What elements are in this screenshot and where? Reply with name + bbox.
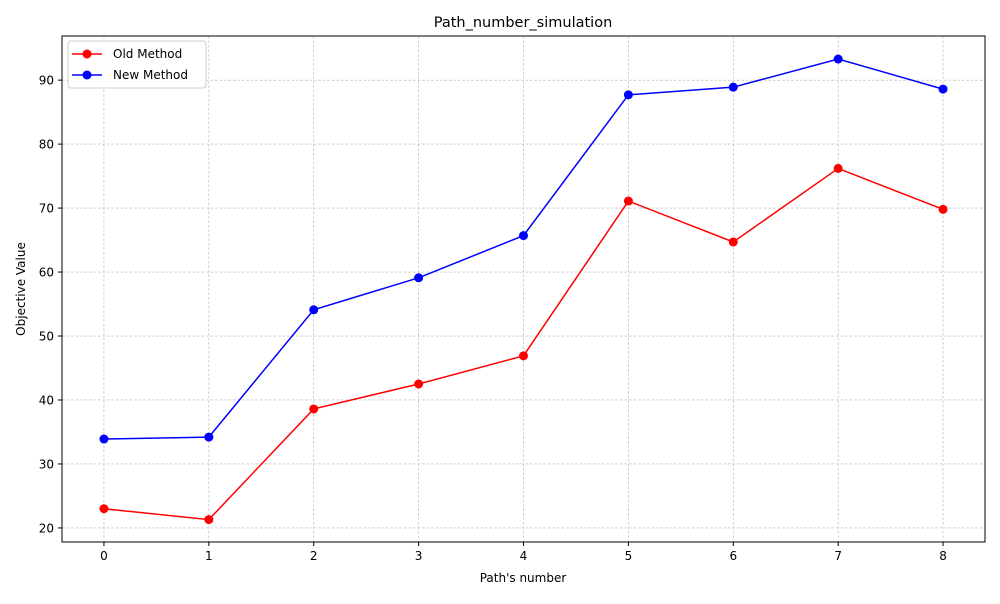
data-point-new-method — [414, 273, 424, 283]
data-point-new-method — [519, 231, 528, 241]
y-tick-label: 20 — [39, 521, 54, 535]
x-tick-label: 7 — [834, 549, 842, 563]
y-tick-label: 40 — [39, 393, 54, 407]
axis-ticks: 0 1 2 3 4 5 6 7 8 20 30 40 50 60 70 80 90 — [39, 74, 947, 563]
x-tick-label: 5 — [625, 549, 633, 563]
y-axis-label: Objective Value — [14, 242, 28, 336]
chart-title: Path_number_simulation — [434, 15, 613, 31]
data-point-old-method — [519, 351, 528, 361]
legend-marker-new-method — [82, 70, 92, 80]
legend-label-old-method: Old Method — [113, 47, 182, 61]
data-point-old-method — [414, 379, 424, 389]
x-axis-label: Path's number — [480, 571, 567, 585]
y-tick-label: 70 — [39, 202, 54, 216]
data-point-old-method — [728, 237, 738, 247]
y-tick-label: 80 — [39, 138, 54, 152]
x-tick-label: 6 — [729, 549, 737, 563]
data-point-new-method — [309, 305, 319, 315]
data-point-new-method — [99, 434, 109, 444]
x-tick-label: 8 — [939, 549, 947, 563]
grid-lines — [62, 36, 985, 542]
data-point-old-method — [309, 404, 319, 414]
legend-marker-old-method — [82, 49, 92, 59]
x-tick-label: 2 — [310, 549, 318, 563]
y-tick-label: 60 — [39, 266, 54, 280]
x-tick-label: 4 — [520, 549, 528, 563]
legend-box — [67, 40, 207, 89]
data-point-new-method — [728, 82, 738, 92]
y-tick-label: 30 — [39, 457, 54, 471]
data-point-new-method — [623, 90, 633, 100]
x-tick-label: 0 — [100, 549, 108, 563]
legend-label-new-method: New Method — [113, 68, 188, 82]
data-point-new-method — [938, 84, 948, 94]
data-point-new-method — [204, 432, 214, 442]
data-point-old-method — [204, 515, 214, 525]
x-tick-label: 3 — [415, 549, 423, 563]
y-tick-label: 50 — [39, 330, 54, 344]
legend: Old Method New Method — [67, 40, 207, 89]
data-point-old-method — [623, 196, 633, 206]
data-point-new-method — [833, 54, 843, 64]
data-point-old-method — [833, 163, 843, 173]
data-point-old-method — [938, 204, 948, 214]
y-tick-label: 90 — [39, 74, 54, 88]
data-point-old-method — [99, 504, 109, 514]
x-tick-label: 1 — [205, 549, 213, 563]
series-layer — [99, 54, 948, 525]
